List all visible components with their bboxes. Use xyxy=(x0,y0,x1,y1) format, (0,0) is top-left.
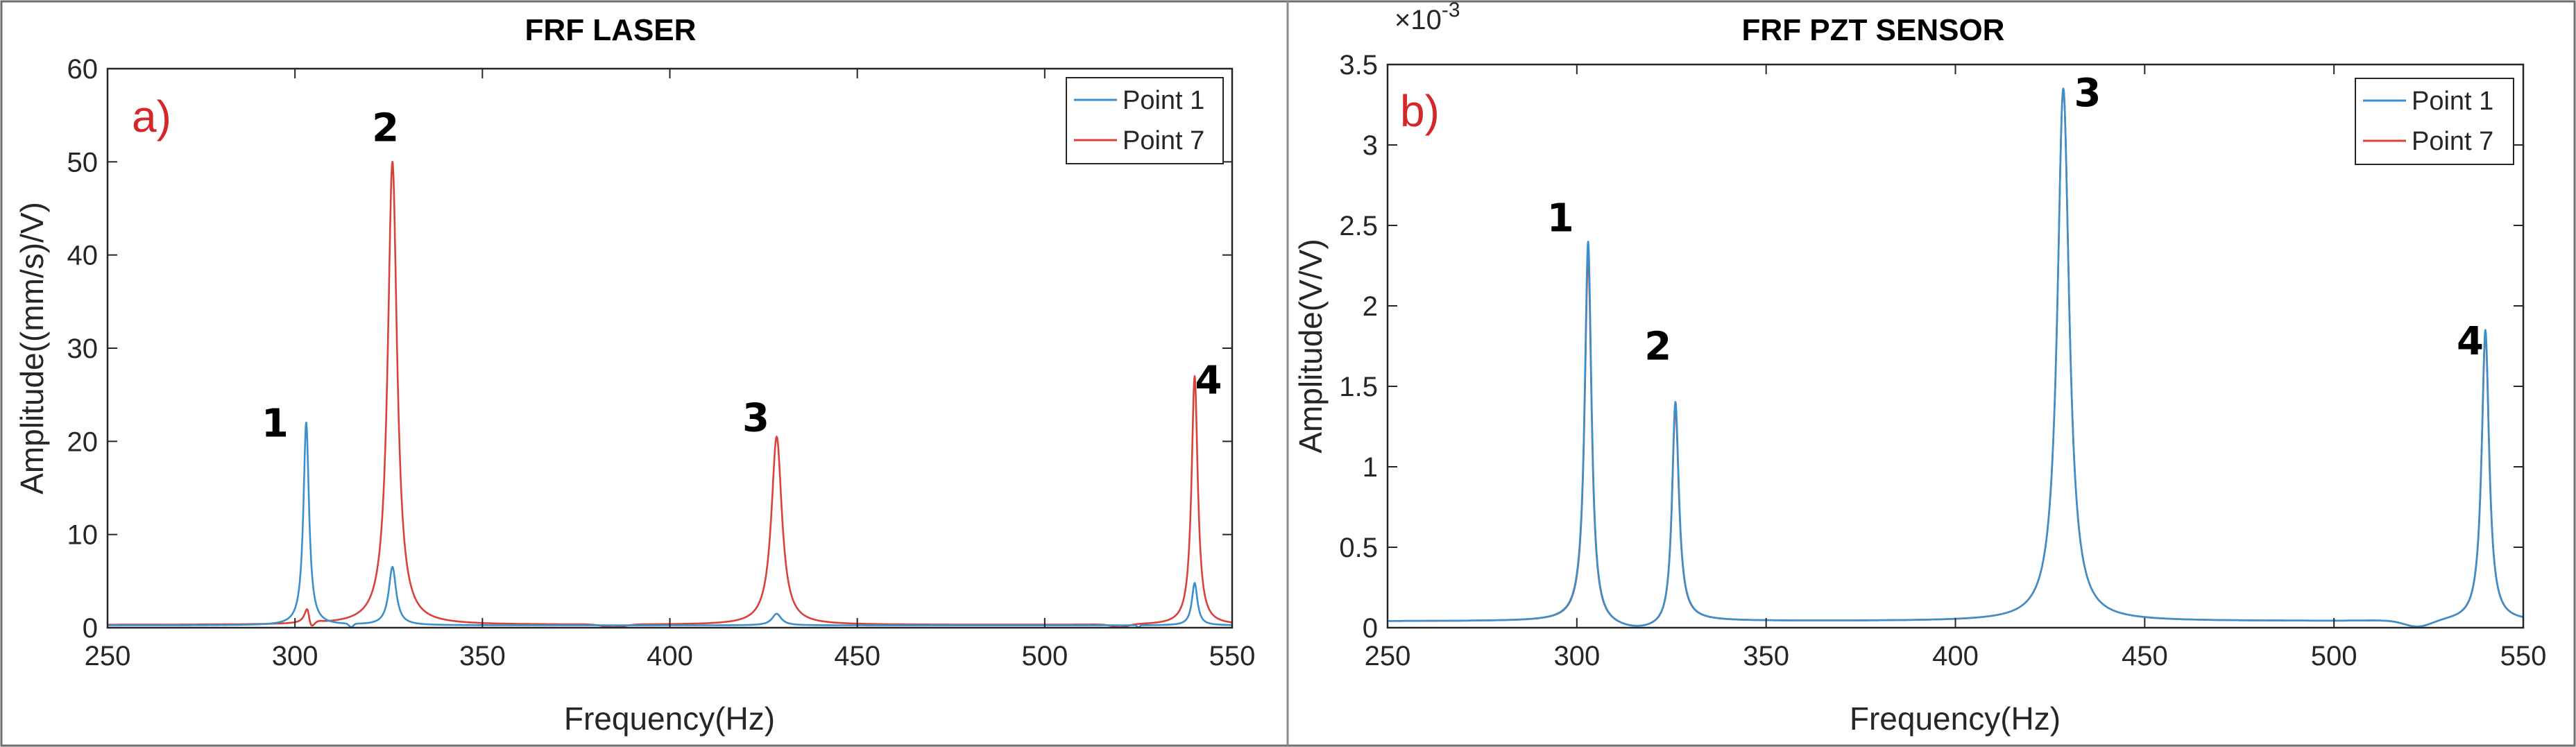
panel-a-series-point1 xyxy=(107,421,1233,628)
panel-b-ytick-label: 0 xyxy=(1363,613,1378,644)
panel-b-peak-label-1: 1 xyxy=(1547,196,1574,241)
panel-b-letter: b) xyxy=(1400,86,1440,136)
panel-b-exponent-power: -3 xyxy=(1442,0,1460,22)
panel-a-curves xyxy=(107,160,1233,628)
panel-b-axes-box xyxy=(1386,63,2525,629)
panel-b-ytick-label: 1 xyxy=(1363,452,1378,483)
panel-a-xlabel: Frequency(Hz) xyxy=(564,701,775,737)
panel-a-axes-box xyxy=(106,67,1234,629)
panel-a-title: FRF LASER xyxy=(525,13,697,47)
panel-a-ytick-label: 20 xyxy=(67,427,99,457)
panel-b-ytick-label: 2 xyxy=(1363,291,1378,322)
panel-a-peak-label-1: 1 xyxy=(262,401,289,446)
panel-b-ytick-label: 0.5 xyxy=(1339,533,1378,563)
panel-a-xtick-label: 450 xyxy=(834,641,880,671)
panel-b-title: FRF PZT SENSOR xyxy=(1742,13,2005,47)
panel-b-legend-label-point7: Point 7 xyxy=(2412,127,2493,156)
panel-b-ticks: 250 300 350 400 450 500 550 0 0.5 1 1.5 2 2.5 3 3.5 xyxy=(1339,50,2546,671)
panel-b-legend: Point 1 Point 7 xyxy=(2355,78,2514,165)
panel-b-xtick-label: 350 xyxy=(1743,641,1789,671)
panel-a-legend-label-point1: Point 1 xyxy=(1123,86,1204,115)
panel-b-legend-box xyxy=(2355,78,2514,165)
panel-a-peak-label-3: 3 xyxy=(742,396,769,441)
panel-a-xtick-label: 500 xyxy=(1021,641,1068,671)
panel-a-series-point7 xyxy=(107,160,1233,628)
panel-a-legend: Point 1 Point 7 xyxy=(1066,77,1224,164)
panel-a-peak-label-2: 2 xyxy=(372,105,399,151)
panel-b-exponent-base: ×10 xyxy=(1394,5,1442,35)
panel-a-legend-label-point7: Point 7 xyxy=(1123,126,1204,155)
panel-a-xtick-label: 300 xyxy=(272,641,318,671)
panel-b-legend-label-point1: Point 1 xyxy=(2412,87,2493,116)
panel-a-peak-labels: 1 2 3 4 xyxy=(262,105,1222,446)
panel-b-xtick-label: 250 xyxy=(1365,641,1411,671)
panel-b-series-point1 xyxy=(1387,87,2524,628)
panel-b-xtick-label: 450 xyxy=(2122,641,2168,671)
panel-a-legend-box xyxy=(1066,77,1224,164)
panel-b-ytick-label: 2.5 xyxy=(1339,211,1378,241)
panel-b: FRF PZT SENSOR b) ×10-3 250 300 350 400 450 5… xyxy=(1293,0,2546,737)
panel-a-ytick-label: 30 xyxy=(67,334,99,364)
panel-b-xtick-label: 500 xyxy=(2311,641,2357,671)
panel-a-xtick-label: 400 xyxy=(647,641,693,671)
panel-b-ytick-label: 3 xyxy=(1363,130,1378,161)
panel-b-peak-label-3: 3 xyxy=(2074,71,2101,116)
panel-b-xtick-label: 400 xyxy=(1932,641,1979,671)
panel-b-xtick-label: 300 xyxy=(1553,641,1600,671)
panel-b-xlabel: Frequency(Hz) xyxy=(1850,701,2061,737)
panel-a-ticks: 250 300 350 400 450 500 550 0 10 20 30 40 50 60 xyxy=(67,54,1256,671)
panel-b-series-point7 xyxy=(1387,87,2524,628)
panel-a-letter: a) xyxy=(132,92,171,141)
panel-a-ylabel: Amplitude((mm/s)/V) xyxy=(14,202,50,495)
panel-a-peak-label-4: 4 xyxy=(1195,358,1222,403)
panel-a-xtick-label: 550 xyxy=(1209,641,1256,671)
panel-b-curves xyxy=(1387,87,2524,628)
panel-a-ytick-label: 50 xyxy=(67,147,99,178)
panel-b-peak-label-4: 4 xyxy=(2457,319,2484,364)
panel-a-xtick-label: 250 xyxy=(85,641,131,671)
panel-b-xtick-label: 550 xyxy=(2500,641,2547,671)
panel-b-peak-label-2: 2 xyxy=(1644,325,1671,370)
panel-b-ylabel: Amplitude(V/V) xyxy=(1293,239,1329,453)
panel-a-ytick-label: 10 xyxy=(67,520,99,551)
panel-a-ytick-label: 0 xyxy=(83,613,98,644)
panel-b-ytick-label: 1.5 xyxy=(1339,372,1378,402)
panel-a-ytick-label: 60 xyxy=(67,54,99,85)
panel-b-peak-labels: 1 2 3 4 xyxy=(1547,71,2484,370)
panel-b-ytick-label: 3.5 xyxy=(1339,50,1378,80)
panel-a-ytick-label: 40 xyxy=(67,241,99,271)
panel-b-exponent: ×10-3 xyxy=(1394,0,1460,35)
panel-a-xtick-label: 350 xyxy=(459,641,506,671)
panel-a: FRF LASER a) 250 300 350 400 450 500 550010203… xyxy=(14,13,1255,737)
